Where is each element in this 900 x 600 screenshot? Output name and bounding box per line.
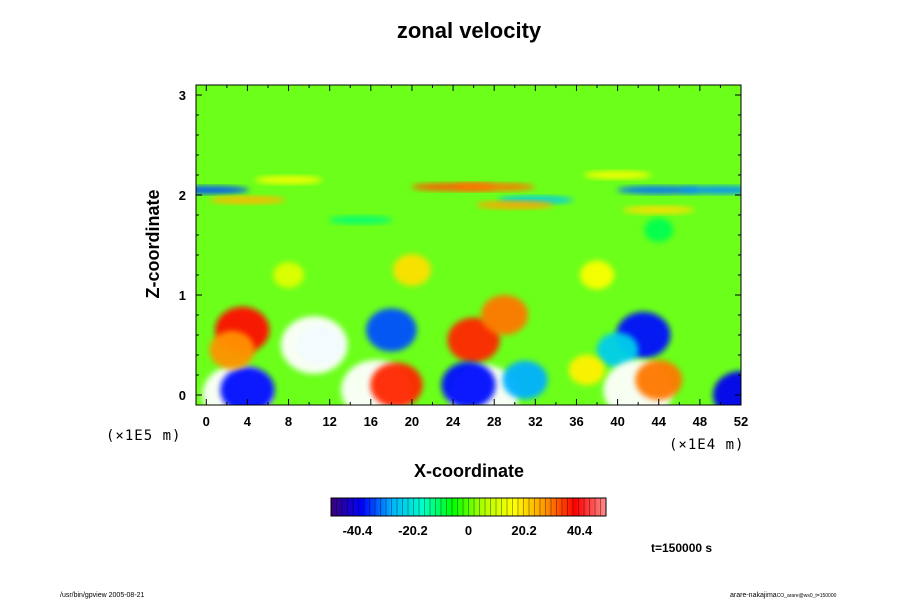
heatmap-feature bbox=[635, 360, 683, 400]
heatmap-feature bbox=[220, 366, 275, 405]
x-axis-ticks: 0 4 8 12 16 20 24 28 32 36 40 44 48 52 bbox=[203, 85, 748, 429]
heatmap-feature bbox=[447, 317, 500, 363]
heatmap-feature bbox=[568, 354, 605, 386]
heatmap-feature bbox=[273, 262, 304, 288]
heatmap-feature bbox=[441, 361, 496, 405]
footer-command: /usr/bin/gpview 2005-08-21 bbox=[60, 592, 145, 599]
heatmap-feature bbox=[475, 201, 554, 209]
x-tick-label: 36 bbox=[569, 414, 583, 429]
heatmap-feature bbox=[453, 183, 536, 191]
y-tick-label: 3 bbox=[179, 88, 186, 103]
x-tick-label: 52 bbox=[734, 414, 748, 429]
x-tick-label: 32 bbox=[528, 414, 542, 429]
heatmap-feature bbox=[480, 295, 528, 335]
y-axis-label: Z-coordinate bbox=[143, 189, 163, 298]
heatmap-feature bbox=[644, 218, 674, 242]
heatmap-feature bbox=[370, 362, 423, 405]
chart-title: zonal velocity bbox=[397, 18, 542, 43]
heatmap-feature bbox=[196, 186, 250, 194]
x-tick-label: 4 bbox=[244, 414, 252, 429]
x-tick-label: 12 bbox=[322, 414, 336, 429]
x-tick-label: 20 bbox=[405, 414, 419, 429]
colorbar-tick-label: 40.4 bbox=[567, 523, 593, 538]
colorbar-tick-label: 20.2 bbox=[511, 523, 536, 538]
x-tick-label: 40 bbox=[610, 414, 624, 429]
colorbar-tick-label: -40.4 bbox=[343, 523, 373, 538]
heatmap-feature bbox=[366, 308, 417, 352]
heatmap-feature bbox=[209, 330, 255, 370]
colorbar-tick-label: -20.2 bbox=[398, 523, 428, 538]
heatmap-feature bbox=[679, 186, 741, 194]
x-tick-label: 24 bbox=[446, 414, 461, 429]
x-tick-label: 16 bbox=[364, 414, 378, 429]
heatmap-feature bbox=[596, 332, 639, 368]
y-axis-ticks: 0 1 2 3 bbox=[179, 88, 741, 403]
heatmap-feature bbox=[328, 216, 393, 224]
heatmap-feature bbox=[254, 176, 323, 184]
plot-frame bbox=[195, 84, 742, 406]
footer-author-name: arare-nakajima bbox=[730, 592, 777, 599]
y-tick-label: 2 bbox=[179, 188, 186, 203]
footer-author-sub: CO_arare@ws0_t=150000 bbox=[777, 593, 837, 599]
heatmap-field bbox=[196, 171, 741, 405]
heatmap-feature bbox=[616, 186, 701, 194]
x-tick-label: 28 bbox=[487, 414, 501, 429]
x-tick-label: 48 bbox=[693, 414, 707, 429]
colorbar-ticks: -40.4 -20.2 0 20.2 40.4 bbox=[343, 523, 593, 538]
colorbar-divisions bbox=[336, 498, 601, 516]
heatmap-feature bbox=[280, 316, 348, 374]
y-tick-label: 1 bbox=[179, 288, 186, 303]
y-tick-label: 0 bbox=[179, 388, 186, 403]
y-scale-label: (×1E5 m) bbox=[106, 428, 181, 444]
x-scale-label: (×1E4 m) bbox=[669, 437, 744, 453]
heatmap-feature bbox=[209, 196, 286, 204]
x-axis-label: X-coordinate bbox=[414, 461, 524, 481]
heatmap-feature bbox=[392, 254, 431, 286]
heatmap-feature bbox=[583, 171, 652, 179]
time-label: t=150000 s bbox=[651, 541, 712, 555]
heatmap-feature bbox=[502, 360, 548, 400]
footer-author: arare-nakajimaCO_arare@ws0_t=150000 bbox=[730, 592, 837, 599]
colorbar-tick-label: 0 bbox=[465, 523, 472, 538]
x-tick-label: 44 bbox=[652, 414, 667, 429]
heatmap-feature bbox=[622, 206, 695, 214]
heatmap-feature bbox=[579, 260, 615, 290]
x-tick-label: 8 bbox=[285, 414, 292, 429]
heatmap-feature bbox=[713, 371, 741, 405]
x-tick-label: 0 bbox=[203, 414, 210, 429]
